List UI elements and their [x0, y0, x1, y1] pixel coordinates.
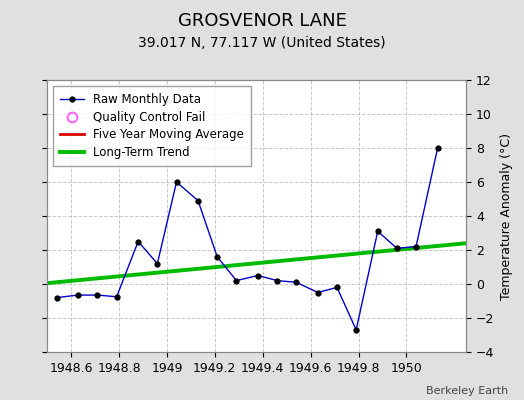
Text: Berkeley Earth: Berkeley Earth	[426, 386, 508, 396]
Raw Monthly Data	[334, 285, 340, 290]
Raw Monthly Data	[394, 246, 400, 251]
Raw Monthly Data	[53, 295, 60, 300]
Raw Monthly Data	[233, 278, 239, 283]
Raw Monthly Data	[94, 293, 101, 298]
Raw Monthly Data	[353, 328, 359, 332]
Raw Monthly Data	[195, 198, 201, 203]
Raw Monthly Data	[75, 293, 81, 298]
Raw Monthly Data	[173, 180, 180, 184]
Raw Monthly Data	[255, 273, 261, 278]
Line: Raw Monthly Data: Raw Monthly Data	[54, 146, 440, 332]
Raw Monthly Data	[274, 278, 280, 283]
Legend: Raw Monthly Data, Quality Control Fail, Five Year Moving Average, Long-Term Tren: Raw Monthly Data, Quality Control Fail, …	[53, 86, 251, 166]
Raw Monthly Data	[135, 239, 141, 244]
Raw Monthly Data	[434, 146, 441, 150]
Y-axis label: Temperature Anomaly (°C): Temperature Anomaly (°C)	[500, 132, 513, 300]
Text: 39.017 N, 77.117 W (United States): 39.017 N, 77.117 W (United States)	[138, 36, 386, 50]
Raw Monthly Data	[293, 280, 299, 285]
Text: GROSVENOR LANE: GROSVENOR LANE	[178, 12, 346, 30]
Raw Monthly Data	[114, 294, 120, 299]
Raw Monthly Data	[154, 261, 160, 266]
Raw Monthly Data	[413, 244, 419, 249]
Raw Monthly Data	[214, 254, 221, 259]
Raw Monthly Data	[315, 290, 321, 295]
Raw Monthly Data	[375, 229, 381, 234]
